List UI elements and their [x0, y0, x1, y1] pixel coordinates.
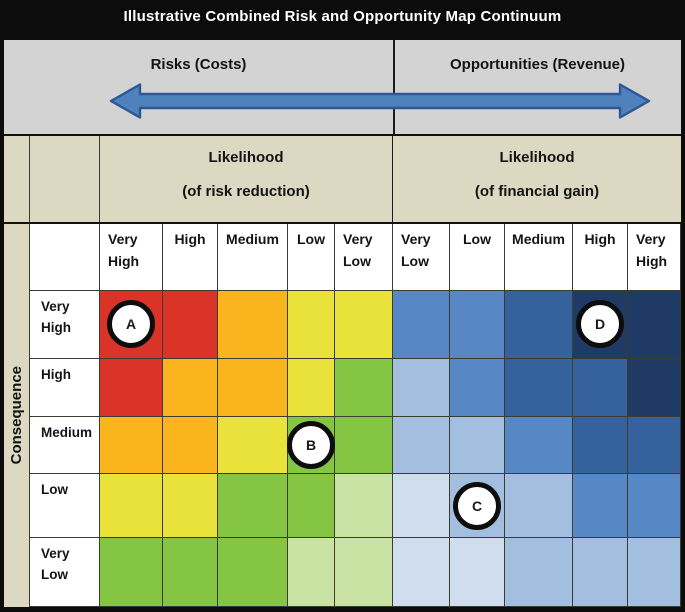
col-header-risk-low: Low: [288, 224, 335, 291]
risk-opportunity-matrix: Consequence Very High High Medium Low Ver…: [4, 222, 681, 607]
grid-cell-r1-c8: [573, 359, 628, 417]
likelihood-gain-header: Likelihood (of financial gain): [393, 136, 681, 222]
grid-cell-r0-c6: [450, 290, 505, 360]
matrix-row-low: Low C: [30, 473, 681, 539]
grid-cell-r0-c3: [288, 290, 335, 360]
grid-cell-r1-c1: [163, 359, 218, 417]
grid-cell-r1-c3: [288, 359, 335, 417]
grid-cell-r4-c7: [505, 538, 573, 607]
marker-a: A: [107, 300, 155, 349]
matrix-row-high: High: [30, 359, 681, 417]
likelihood-risk-header: Likelihood (of risk reduction): [100, 136, 393, 222]
grid-cell-r4-c6: [450, 538, 505, 607]
col-header-risk-high: High: [163, 224, 218, 291]
col-header-opp-very-high: Very High: [628, 224, 681, 291]
likelihood-gain-line2: (of financial gain): [474, 183, 600, 200]
row-label-very-low: Very Low: [30, 538, 100, 607]
row-label-low: Low: [30, 473, 100, 539]
matrix-row-very-low: Very Low: [30, 538, 681, 607]
likelihood-risk-line1: Likelihood: [208, 149, 284, 166]
grid-cell-r0-c5: [393, 290, 450, 360]
grid-cell-r0-c4: [335, 290, 393, 360]
grid-cell-r3-c3: [288, 473, 335, 539]
grid-cell-r3-c6: C: [450, 473, 505, 539]
grid-cell-r2-c8: [573, 417, 628, 474]
grid-cell-r2-c0: [100, 417, 163, 474]
grid-cell-r3-c1: [163, 473, 218, 539]
grid-cell-r4-c0: [100, 538, 163, 607]
grid-cell-r1-c7: [505, 359, 573, 417]
marker-d: D: [576, 300, 624, 349]
grid-cell-r0-c1: [163, 290, 218, 360]
grid-cell-r1-c6: [450, 359, 505, 417]
banner-divider: [393, 40, 395, 134]
grid-cell-r3-c9: [628, 473, 681, 539]
grid-cell-r1-c0: [100, 359, 163, 417]
grid-cell-r1-c5: [393, 359, 450, 417]
likelihood-band-spacer-labels: [30, 136, 100, 222]
row-label-medium: Medium: [30, 417, 100, 474]
figure-title: Illustrative Combined Risk and Opportuni…: [0, 0, 685, 40]
row-label-very-high: Very High: [30, 290, 100, 360]
grid-cell-r2-c5: [393, 417, 450, 474]
risks-group-label: Risks (Costs): [150, 56, 247, 73]
grid-cell-r4-c1: [163, 538, 218, 607]
marker-c: C: [453, 481, 501, 530]
grid-cell-r4-c5: [393, 538, 450, 607]
opportunities-group-label: Opportunities (Revenue): [449, 56, 625, 73]
column-header-row: Very High High Medium Low Very Low Very Low: [30, 224, 681, 291]
grid-cell-r3-c7: [505, 473, 573, 539]
grid-cell-r4-c2: [218, 538, 288, 607]
col-header-opp-low: Low: [450, 224, 505, 291]
consequence-axis-label: Consequence: [8, 366, 25, 465]
grid-cell-r2-c7: [505, 417, 573, 474]
col-header-risk-medium: Medium: [218, 224, 288, 291]
marker-b: B: [287, 420, 335, 469]
grid-cell-r2-c6: [450, 417, 505, 474]
grid-cell-r2-c1: [163, 417, 218, 474]
consequence-axis-column: Consequence: [4, 224, 30, 607]
grid-cell-r0-c8: D: [573, 290, 628, 360]
matrix-row-medium: Medium B: [30, 417, 681, 474]
grid-cell-r0-c9: [628, 290, 681, 360]
grid-cell-r2-c9: [628, 417, 681, 474]
grid-cell-r3-c8: [573, 473, 628, 539]
grid-cell-r4-c3: [288, 538, 335, 607]
grid-cell-r4-c4: [335, 538, 393, 607]
grid-cell-r1-c2: [218, 359, 288, 417]
grid-cell-r3-c4: [335, 473, 393, 539]
likelihood-band-spacer-left: [4, 136, 30, 222]
grid-cell-r1-c9: [628, 359, 681, 417]
grid-cell-r2-c4: [335, 417, 393, 474]
grid-cell-r2-c2: [218, 417, 288, 474]
likelihood-gain-line1: Likelihood: [499, 149, 575, 166]
grid-cell-r3-c5: [393, 473, 450, 539]
likelihood-risk-line2: (of risk reduction): [182, 183, 310, 200]
grid-cell-r0-c7: [505, 290, 573, 360]
matrix-rows: Very High High Medium Low Very Low Very Low: [30, 224, 681, 607]
header-corner-cell: [30, 224, 100, 291]
col-header-risk-very-high: Very High: [100, 224, 163, 291]
likelihood-header-band: Likelihood (of risk reduction) Likelihoo…: [4, 134, 681, 222]
grid-cell-r4-c9: [628, 538, 681, 607]
grid-cell-r2-c3: B: [287, 417, 335, 474]
continuum-double-arrow-icon: [108, 81, 652, 121]
grid-cell-r0-c0: A: [100, 290, 163, 360]
risk-opportunity-banner: Risks (Costs) Opportunities (Revenue): [4, 40, 681, 134]
grid-cell-r0-c2: [218, 290, 288, 360]
row-label-high: High: [30, 359, 100, 417]
grid-cell-r3-c2: [218, 473, 288, 539]
grid-cell-r3-c0: [100, 473, 163, 539]
grid-cell-r1-c4: [335, 359, 393, 417]
matrix-row-very-high: Very High A D: [30, 290, 681, 360]
col-header-opp-high: High: [573, 224, 628, 291]
col-header-opp-very-low: Very Low: [393, 224, 450, 291]
grid-cell-r4-c8: [573, 538, 628, 607]
col-header-opp-medium: Medium: [505, 224, 573, 291]
col-header-risk-very-low: Very Low: [335, 224, 393, 291]
